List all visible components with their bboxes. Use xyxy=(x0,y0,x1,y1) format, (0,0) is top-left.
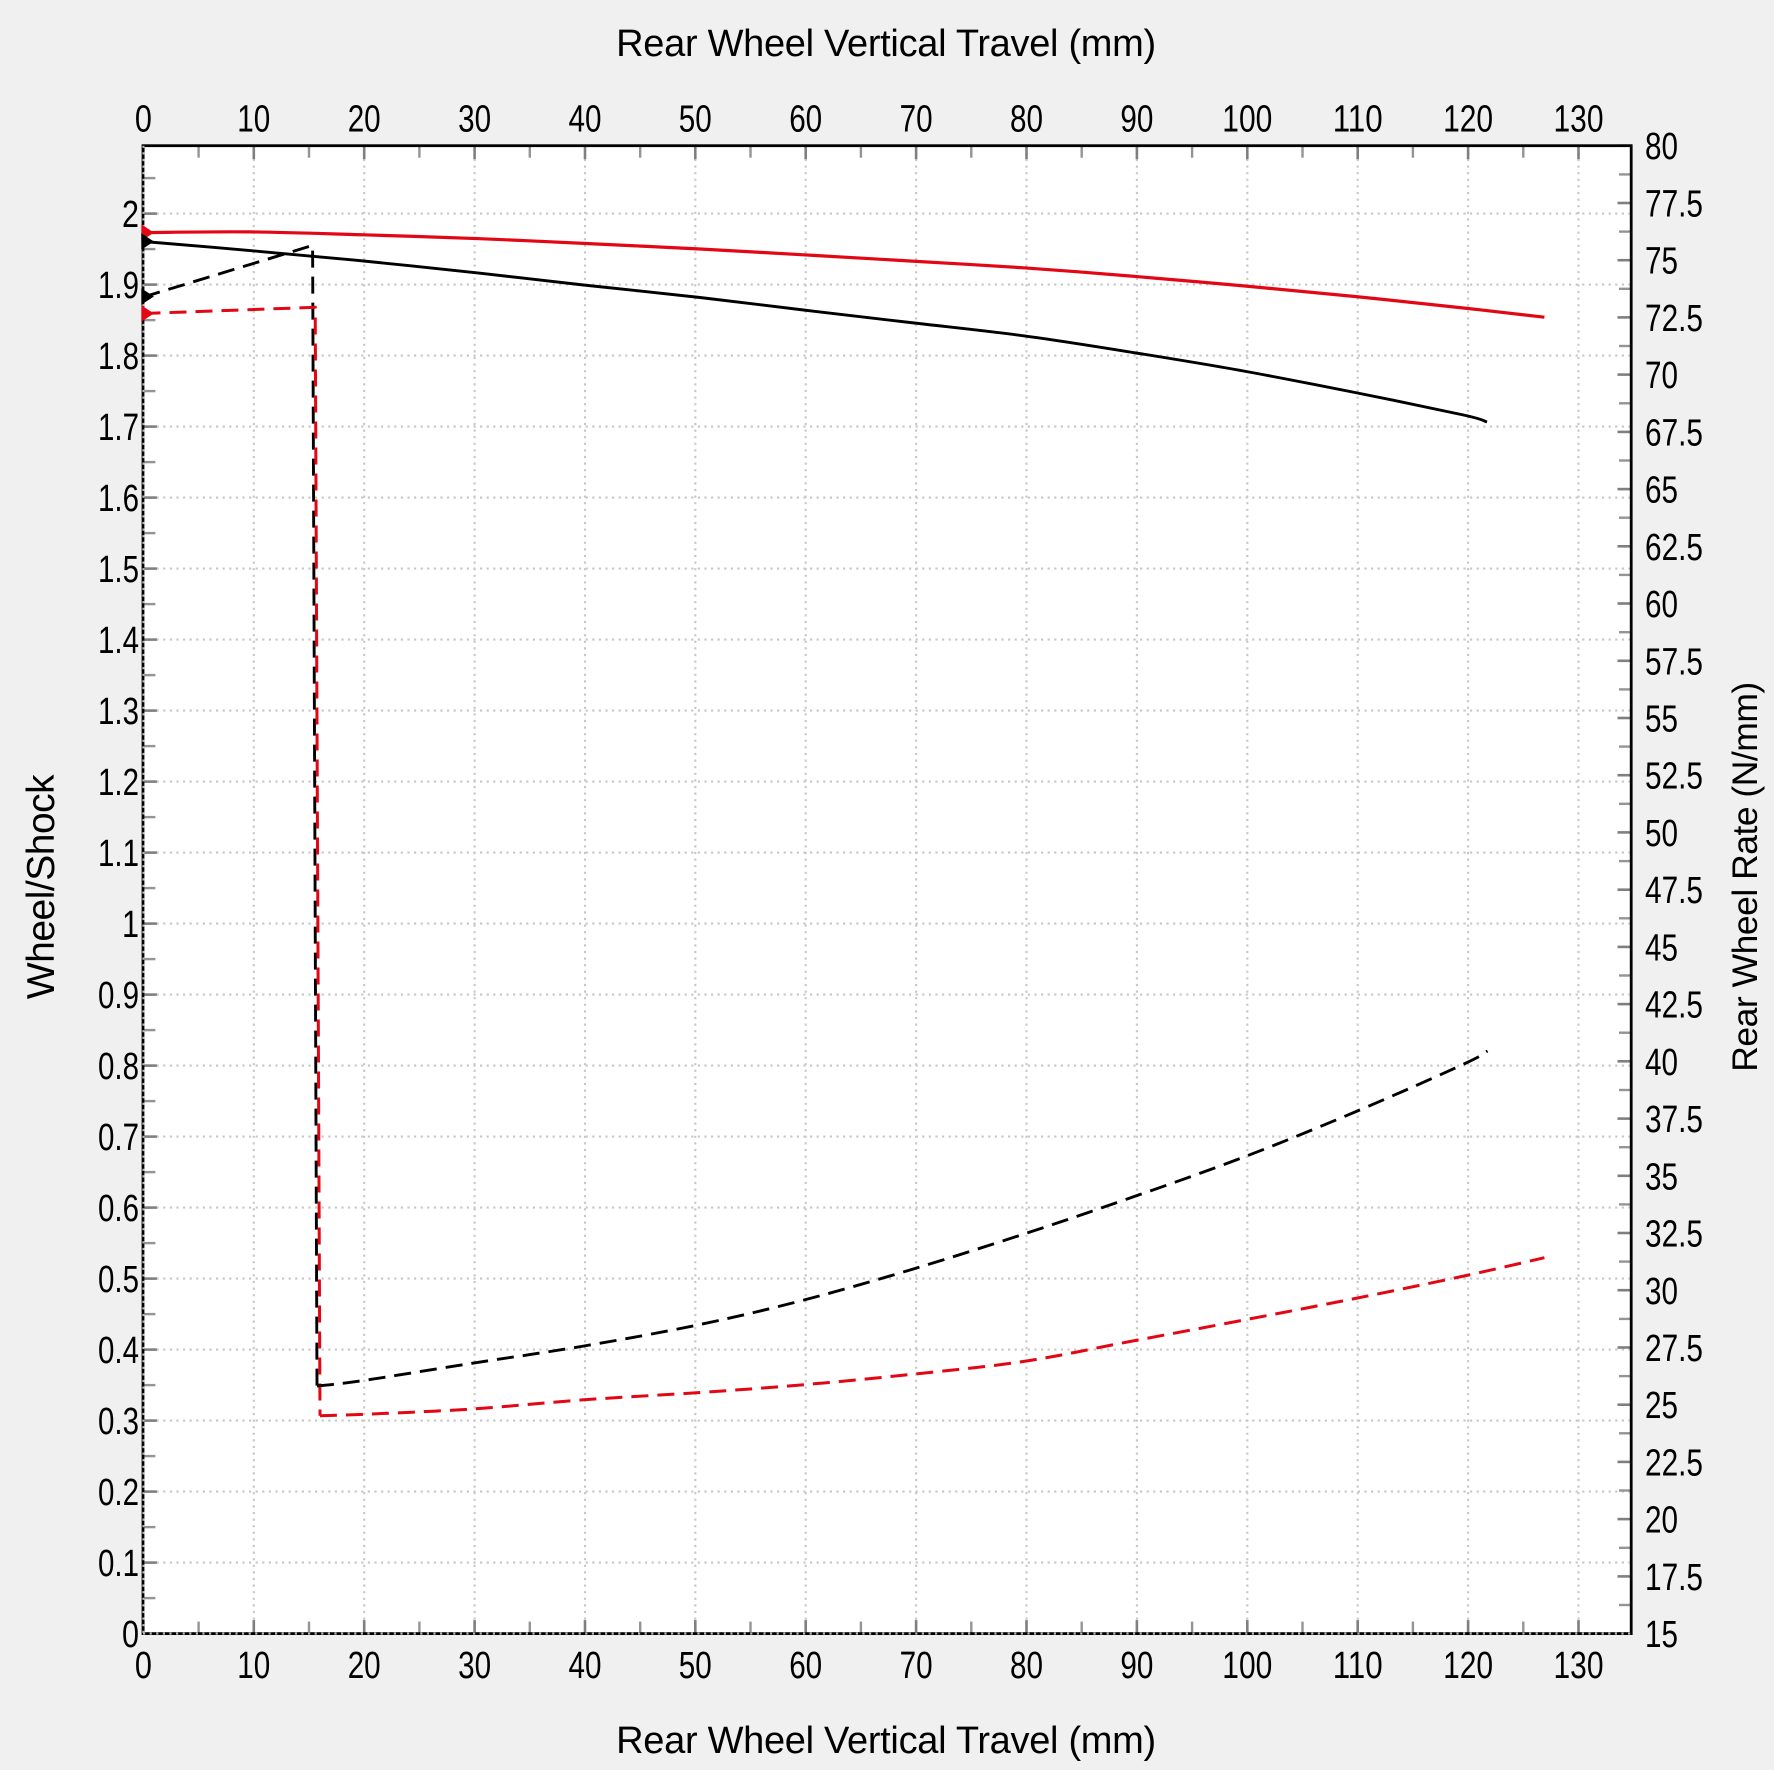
svg-text:0.2: 0.2 xyxy=(98,1472,139,1514)
svg-text:55: 55 xyxy=(1645,699,1678,741)
svg-text:0.8: 0.8 xyxy=(98,1046,139,1088)
svg-text:120: 120 xyxy=(1443,99,1493,141)
svg-text:1.5: 1.5 xyxy=(98,549,139,591)
svg-text:75: 75 xyxy=(1645,241,1678,283)
svg-text:10: 10 xyxy=(237,1645,270,1687)
svg-text:25: 25 xyxy=(1645,1385,1678,1427)
svg-text:1.4: 1.4 xyxy=(98,620,139,662)
svg-text:0: 0 xyxy=(135,1645,152,1687)
svg-text:42.5: 42.5 xyxy=(1645,985,1703,1027)
svg-text:65: 65 xyxy=(1645,470,1678,512)
svg-text:0.7: 0.7 xyxy=(98,1117,139,1159)
svg-text:100: 100 xyxy=(1222,99,1272,141)
svg-text:Rear Wheel Vertical Travel (mm: Rear Wheel Vertical Travel (mm) xyxy=(616,1720,1156,1762)
svg-text:0.4: 0.4 xyxy=(98,1330,139,1372)
svg-text:30: 30 xyxy=(1645,1271,1678,1313)
svg-text:35: 35 xyxy=(1645,1156,1678,1198)
svg-text:72.5: 72.5 xyxy=(1645,298,1703,340)
svg-text:40: 40 xyxy=(569,99,602,141)
svg-text:70: 70 xyxy=(1645,355,1678,397)
svg-text:60: 60 xyxy=(789,99,822,141)
svg-text:1.2: 1.2 xyxy=(98,762,139,804)
svg-text:0: 0 xyxy=(135,99,152,141)
svg-text:50: 50 xyxy=(1645,813,1678,855)
svg-text:90: 90 xyxy=(1120,99,1153,141)
svg-text:0.9: 0.9 xyxy=(98,975,139,1017)
svg-text:0.1: 0.1 xyxy=(98,1543,139,1585)
svg-text:20: 20 xyxy=(1645,1500,1678,1542)
svg-text:62.5: 62.5 xyxy=(1645,527,1703,569)
svg-text:2: 2 xyxy=(122,194,139,236)
svg-text:90: 90 xyxy=(1120,1645,1153,1687)
svg-text:100: 100 xyxy=(1222,1645,1272,1687)
svg-text:0.3: 0.3 xyxy=(98,1401,139,1443)
svg-text:120: 120 xyxy=(1443,1645,1493,1687)
svg-text:70: 70 xyxy=(900,1645,933,1687)
svg-text:80: 80 xyxy=(1010,1645,1043,1687)
svg-text:20: 20 xyxy=(348,1645,381,1687)
svg-text:50: 50 xyxy=(679,1645,712,1687)
svg-text:15: 15 xyxy=(1645,1614,1678,1656)
svg-text:57.5: 57.5 xyxy=(1645,641,1703,683)
svg-text:110: 110 xyxy=(1333,99,1383,141)
svg-text:32.5: 32.5 xyxy=(1645,1214,1703,1256)
svg-text:1.9: 1.9 xyxy=(98,265,139,307)
svg-text:67.5: 67.5 xyxy=(1645,412,1703,454)
svg-text:0: 0 xyxy=(122,1614,139,1656)
svg-text:52.5: 52.5 xyxy=(1645,756,1703,798)
svg-text:Rear Wheel Rate (N/mm): Rear Wheel Rate (N/mm) xyxy=(1725,682,1765,1071)
svg-text:130: 130 xyxy=(1554,1645,1604,1687)
svg-text:130: 130 xyxy=(1554,99,1604,141)
svg-text:1.8: 1.8 xyxy=(98,336,139,378)
svg-text:0.6: 0.6 xyxy=(98,1188,139,1230)
svg-text:60: 60 xyxy=(789,1645,822,1687)
svg-text:0.5: 0.5 xyxy=(98,1259,139,1301)
svg-text:1.1: 1.1 xyxy=(98,833,139,875)
svg-text:10: 10 xyxy=(237,99,270,141)
svg-text:40: 40 xyxy=(569,1645,602,1687)
svg-text:17.5: 17.5 xyxy=(1645,1557,1703,1599)
svg-text:Wheel/Shock: Wheel/Shock xyxy=(20,774,63,999)
svg-text:1.7: 1.7 xyxy=(98,407,139,449)
svg-text:30: 30 xyxy=(458,99,491,141)
svg-text:77.5: 77.5 xyxy=(1645,184,1703,226)
svg-text:50: 50 xyxy=(679,99,712,141)
svg-text:110: 110 xyxy=(1333,1645,1383,1687)
svg-text:80: 80 xyxy=(1010,99,1043,141)
svg-text:27.5: 27.5 xyxy=(1645,1328,1703,1370)
svg-text:1: 1 xyxy=(122,904,139,946)
svg-text:45: 45 xyxy=(1645,927,1678,969)
svg-text:1.6: 1.6 xyxy=(98,478,139,520)
svg-text:80: 80 xyxy=(1645,126,1678,168)
svg-text:20: 20 xyxy=(348,99,381,141)
svg-text:40: 40 xyxy=(1645,1042,1678,1084)
svg-text:Rear Wheel Vertical Travel (mm: Rear Wheel Vertical Travel (mm) xyxy=(616,23,1156,65)
svg-text:22.5: 22.5 xyxy=(1645,1442,1703,1484)
svg-text:70: 70 xyxy=(900,99,933,141)
svg-text:30: 30 xyxy=(458,1645,491,1687)
svg-text:37.5: 37.5 xyxy=(1645,1099,1703,1141)
svg-text:1.3: 1.3 xyxy=(98,691,139,733)
svg-text:47.5: 47.5 xyxy=(1645,870,1703,912)
svg-text:60: 60 xyxy=(1645,584,1678,626)
